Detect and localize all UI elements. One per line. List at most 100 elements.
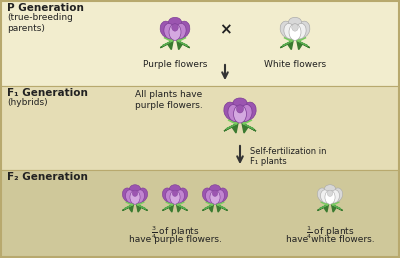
Polygon shape [216, 204, 228, 212]
Polygon shape [126, 202, 134, 205]
Polygon shape [224, 123, 238, 133]
Polygon shape [216, 202, 224, 205]
Ellipse shape [324, 185, 336, 192]
Polygon shape [280, 40, 293, 50]
Polygon shape [136, 204, 148, 212]
Polygon shape [242, 123, 256, 133]
Ellipse shape [206, 190, 215, 203]
Ellipse shape [130, 185, 140, 192]
Text: have white flowers.: have white flowers. [286, 235, 374, 244]
Ellipse shape [160, 21, 173, 37]
Text: $\mathregular{\frac{3}{4}}$ of plants: $\mathregular{\frac{3}{4}}$ of plants [151, 224, 199, 241]
Ellipse shape [228, 104, 240, 122]
Ellipse shape [295, 23, 306, 39]
Ellipse shape [132, 190, 138, 196]
Polygon shape [166, 202, 174, 205]
Ellipse shape [169, 24, 181, 40]
Polygon shape [297, 40, 308, 46]
Polygon shape [122, 204, 134, 212]
Ellipse shape [216, 188, 228, 202]
Polygon shape [216, 204, 226, 209]
Ellipse shape [242, 102, 256, 120]
Ellipse shape [215, 190, 224, 203]
Ellipse shape [212, 190, 218, 196]
Text: $\mathregular{\frac{1}{4}}$ of plants: $\mathregular{\frac{1}{4}}$ of plants [306, 224, 354, 241]
Polygon shape [332, 204, 342, 212]
Polygon shape [162, 204, 174, 212]
Polygon shape [226, 123, 238, 129]
Polygon shape [136, 202, 144, 205]
Ellipse shape [292, 24, 298, 31]
Text: Self-fertilization in: Self-fertilization in [250, 148, 326, 157]
Text: Purple flowers: Purple flowers [143, 60, 207, 69]
Polygon shape [202, 204, 214, 212]
Polygon shape [160, 40, 173, 50]
Polygon shape [177, 40, 190, 50]
Polygon shape [297, 40, 310, 50]
Ellipse shape [122, 188, 134, 202]
Ellipse shape [288, 17, 302, 27]
Text: (hybrids): (hybrids) [7, 98, 48, 107]
Polygon shape [177, 40, 188, 46]
Polygon shape [124, 204, 134, 209]
Polygon shape [318, 204, 328, 212]
Ellipse shape [280, 21, 293, 37]
Polygon shape [228, 120, 238, 124]
Text: have purple flowers.: have purple flowers. [128, 235, 222, 244]
Ellipse shape [327, 190, 333, 196]
Polygon shape [164, 38, 173, 41]
Ellipse shape [126, 190, 135, 203]
Ellipse shape [210, 190, 220, 204]
FancyBboxPatch shape [0, 86, 400, 170]
Ellipse shape [162, 188, 174, 202]
Ellipse shape [172, 24, 178, 31]
Ellipse shape [325, 190, 335, 204]
FancyBboxPatch shape [0, 0, 400, 86]
Ellipse shape [233, 98, 247, 108]
Polygon shape [176, 204, 186, 209]
Ellipse shape [130, 190, 140, 204]
Text: F₁ plants: F₁ plants [250, 157, 287, 165]
Ellipse shape [318, 188, 328, 202]
Polygon shape [319, 204, 328, 209]
Ellipse shape [135, 190, 144, 203]
FancyBboxPatch shape [0, 170, 400, 258]
Ellipse shape [175, 23, 186, 39]
Polygon shape [164, 204, 174, 209]
Polygon shape [297, 38, 306, 41]
Text: (true-breeding
parents): (true-breeding parents) [7, 13, 73, 34]
Ellipse shape [176, 188, 188, 202]
Ellipse shape [175, 190, 184, 203]
Ellipse shape [236, 105, 244, 113]
Ellipse shape [332, 188, 342, 202]
Ellipse shape [330, 190, 340, 203]
Ellipse shape [210, 185, 220, 192]
Polygon shape [242, 120, 252, 124]
Polygon shape [204, 204, 214, 209]
Ellipse shape [177, 21, 190, 37]
Text: All plants have
purple flowers.: All plants have purple flowers. [135, 90, 203, 110]
Polygon shape [176, 204, 188, 212]
Polygon shape [332, 204, 341, 209]
Polygon shape [162, 40, 173, 46]
Ellipse shape [240, 104, 252, 122]
Polygon shape [242, 123, 254, 129]
Polygon shape [284, 38, 293, 41]
Text: ×: × [219, 22, 231, 37]
Ellipse shape [297, 21, 310, 37]
Polygon shape [332, 202, 339, 205]
Ellipse shape [224, 102, 238, 120]
Ellipse shape [166, 190, 175, 203]
Ellipse shape [284, 23, 295, 39]
Text: F₁ Generation: F₁ Generation [7, 88, 88, 98]
Ellipse shape [234, 105, 246, 123]
Ellipse shape [168, 17, 182, 27]
Polygon shape [136, 204, 146, 209]
Polygon shape [177, 38, 186, 41]
Text: F₂ Generation: F₂ Generation [7, 172, 88, 182]
Text: White flowers: White flowers [264, 60, 326, 69]
Ellipse shape [172, 190, 178, 196]
Ellipse shape [320, 190, 330, 203]
Text: P Generation: P Generation [7, 3, 84, 13]
Ellipse shape [289, 24, 301, 40]
